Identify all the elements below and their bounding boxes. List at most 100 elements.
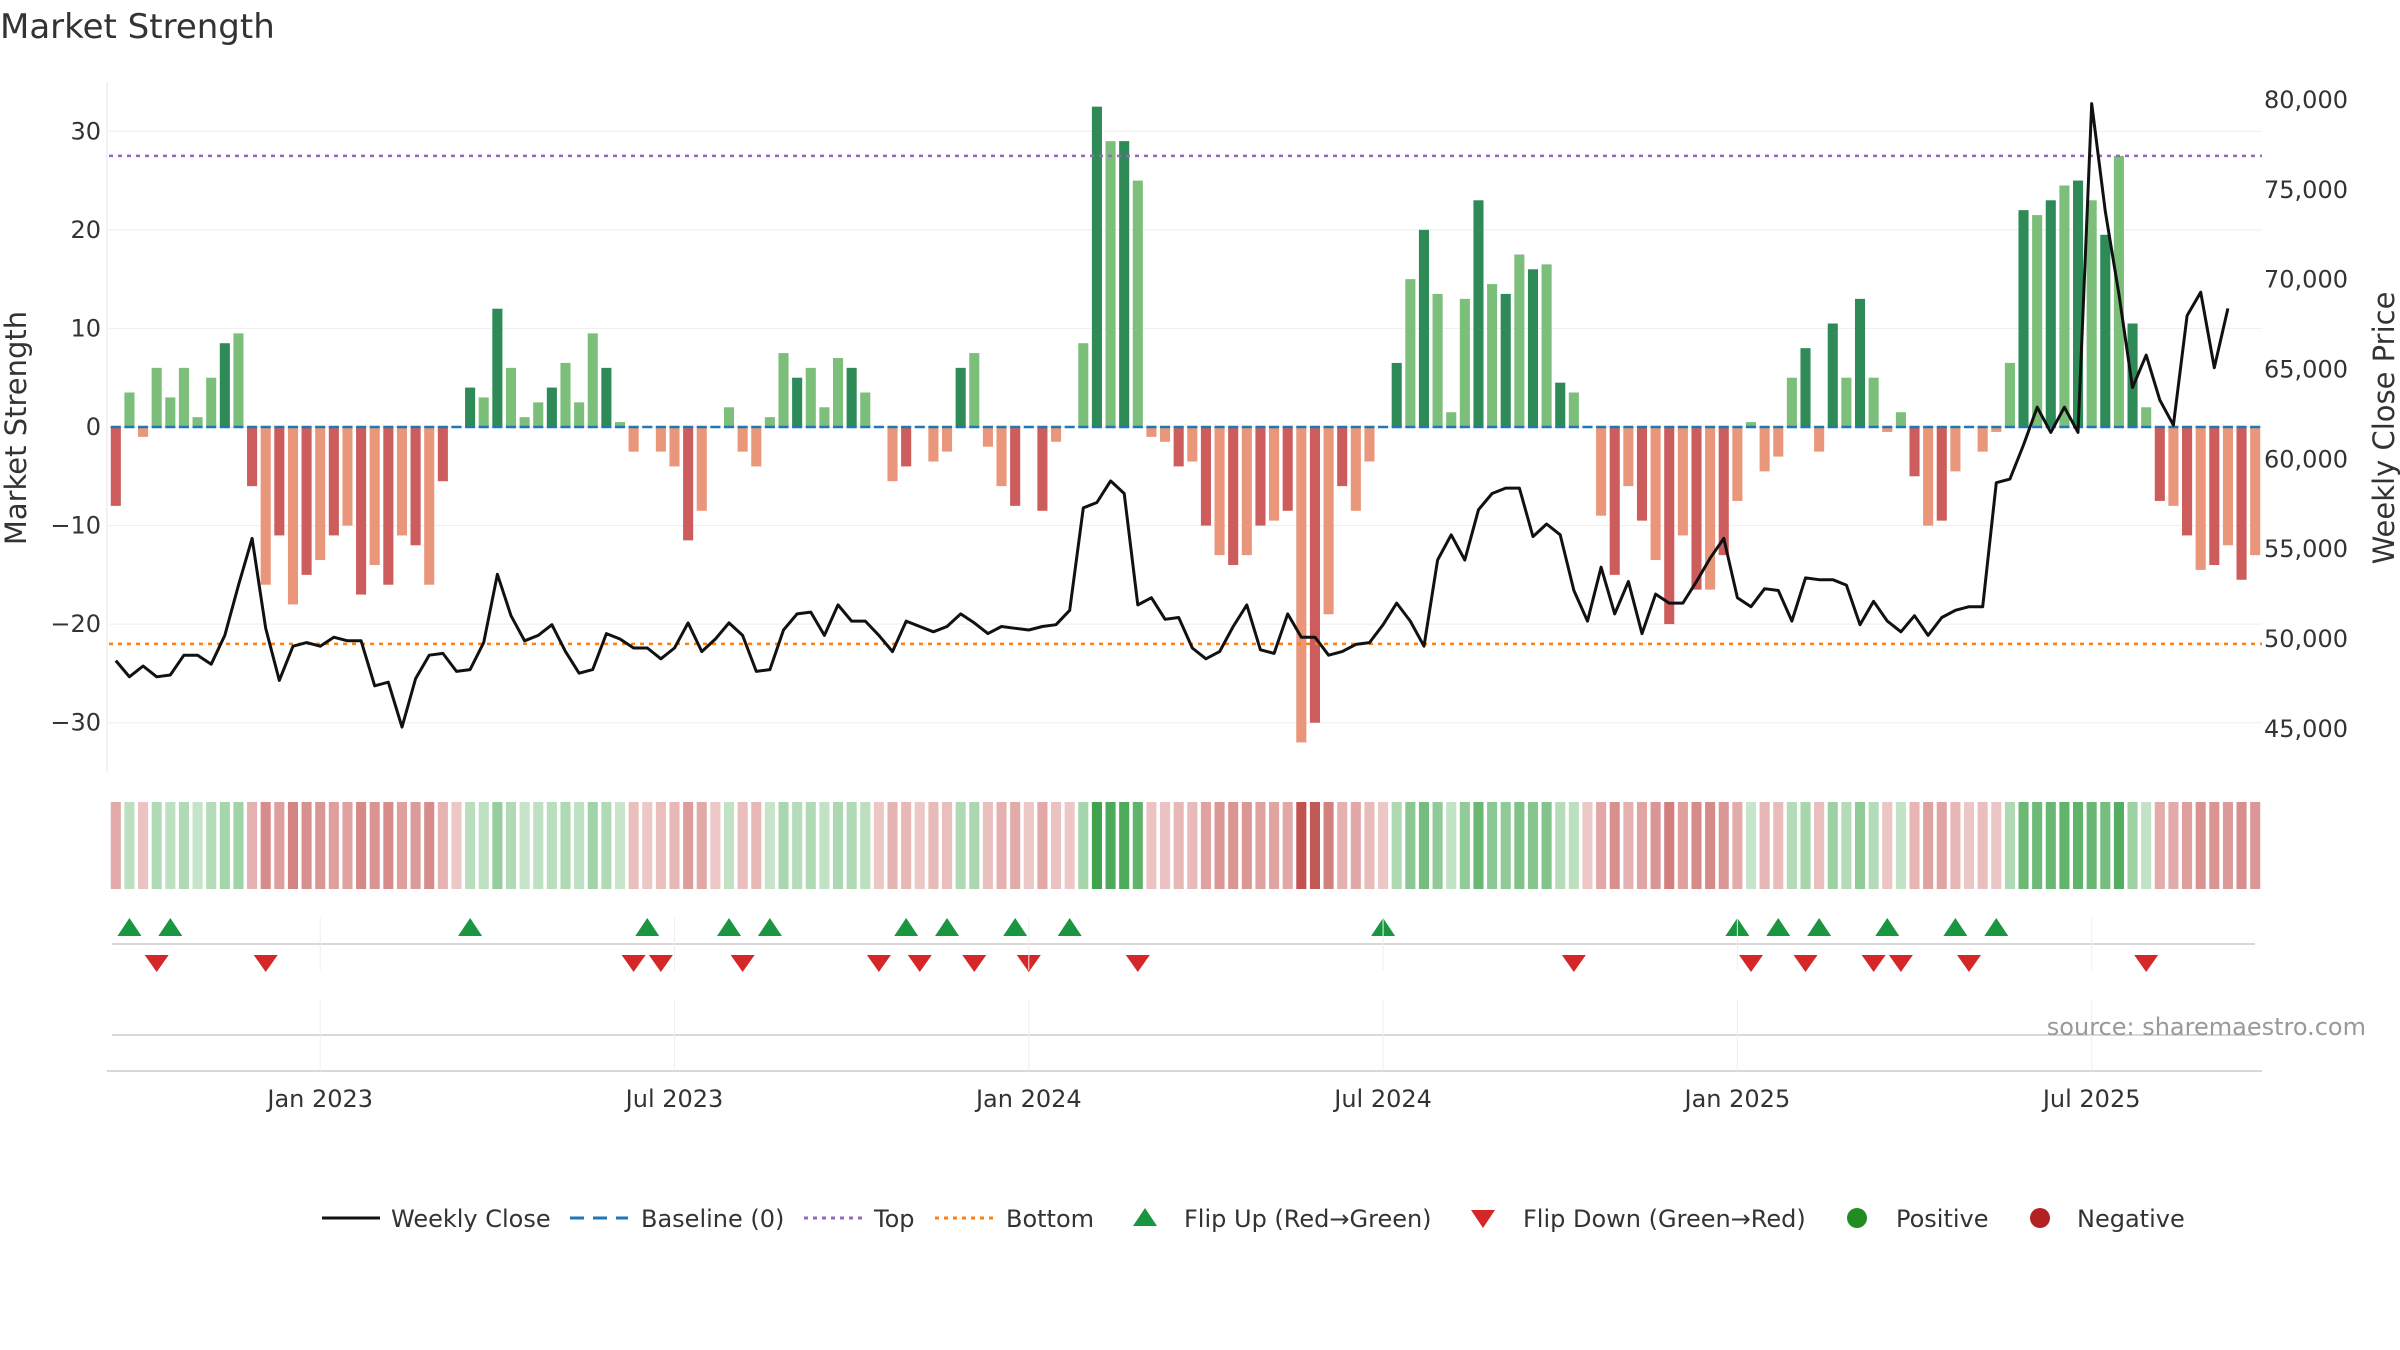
flip-up-marker (117, 918, 142, 936)
strip-cell (1664, 802, 1675, 889)
x-tick-label: Jul 2023 (624, 1085, 724, 1113)
strip-cell (233, 802, 244, 889)
strength-bar (2195, 427, 2206, 570)
strength-bar (478, 397, 489, 427)
strength-bar (1078, 343, 1089, 427)
strip-cell (478, 802, 489, 889)
x-tick-label: Jan 2025 (1683, 1085, 1791, 1113)
strength-bar (505, 367, 517, 427)
y2-axis-label: Weekly Close Price (2367, 292, 2400, 565)
strength-bar (356, 427, 367, 595)
strip-cell (424, 802, 435, 889)
strip-cell (601, 802, 612, 889)
strength-bar (301, 427, 312, 575)
strip-cell (2127, 802, 2138, 889)
strip-cell (669, 802, 680, 889)
source-note: source: sharemaestro.com (2047, 1013, 2366, 1041)
flip-up-marker (894, 918, 919, 936)
strength-bar (2222, 427, 2233, 546)
strip-cell (1269, 802, 1280, 889)
strength-bar (1051, 427, 1062, 442)
strength-bar (1446, 412, 1457, 427)
strength-bar (1010, 427, 1021, 506)
strip-cell (287, 802, 299, 889)
legend-flip-down-icon (1471, 1210, 1495, 1228)
strength-bar (1609, 427, 1620, 575)
strip-cell (451, 802, 462, 889)
strip-cell (860, 802, 871, 889)
strength-bar (723, 407, 735, 427)
strip-cell (846, 802, 857, 889)
strength-bar (628, 427, 639, 452)
flip-down-marker (1561, 955, 1586, 972)
right-axis-ticks: 80,000 75,000 70,000 65,000 60,000 55,000 50,0… (2264, 86, 2348, 743)
strip-cell (546, 802, 557, 889)
strength-bar (1895, 412, 1906, 427)
strength-bar (2072, 180, 2084, 427)
flip-down-marker (866, 955, 891, 972)
strip-cell (1105, 802, 1116, 889)
strip-cell (2032, 802, 2043, 889)
strip-cell (2168, 802, 2179, 889)
strength-bar (546, 387, 557, 427)
strip-cell (1705, 802, 1716, 889)
strip-cell (1882, 802, 1893, 889)
strength-bar (601, 367, 612, 427)
strength-bar (2168, 427, 2179, 506)
strength-bar (492, 308, 503, 427)
strength-bar (792, 377, 803, 427)
strength-bar (2059, 185, 2070, 427)
strip-cell (1459, 802, 1470, 889)
strip-cell (1214, 802, 1225, 889)
strip-cell (465, 802, 476, 889)
strength-bar (1950, 427, 1961, 472)
strength-bar (1500, 293, 1511, 427)
strength-bars (110, 106, 2261, 743)
strength-bar (1868, 377, 1879, 427)
strip-cell (2059, 802, 2070, 889)
strength-bar (2086, 200, 2097, 427)
strength-bar (655, 427, 666, 452)
strip-cell (342, 802, 353, 889)
flip-down-marker (1125, 955, 1150, 972)
strength-bar (1909, 427, 1920, 477)
strip-cell (2045, 802, 2056, 889)
strip-cell (1064, 802, 1075, 889)
strength-bar (1596, 427, 1607, 516)
strength-bar (2045, 200, 2056, 427)
strength-bar (124, 392, 135, 427)
y-tick-label: 30 (70, 117, 101, 145)
strip-cell (914, 802, 925, 889)
y-tick-label: −20 (50, 610, 101, 638)
strength-bar (1459, 298, 1470, 427)
strength-bar (955, 367, 966, 427)
strip-cell (1623, 802, 1634, 889)
flip-down-marker (907, 955, 932, 972)
strength-bar (1269, 427, 1280, 521)
strength-bar (751, 427, 762, 467)
strip-cell (1923, 802, 1934, 889)
strength-bar (1854, 298, 1866, 427)
strip-cell (819, 802, 830, 889)
strength-bar (396, 427, 408, 536)
strength-bar (1487, 284, 1498, 427)
strip-cell (1950, 802, 1961, 889)
strength-bar (1282, 427, 1293, 511)
strip-cell (1991, 802, 2002, 889)
strip-cell (2018, 802, 2029, 889)
strip-cell (1160, 802, 1171, 889)
flip-up-marker (1984, 918, 2009, 936)
strength-bar (1432, 293, 1443, 427)
strip-cell (614, 802, 626, 889)
strip-cell (696, 802, 707, 889)
strip-cell (369, 802, 380, 889)
strip-cell (2209, 802, 2220, 889)
strip-cell (2195, 802, 2206, 889)
strip-cell (1173, 802, 1184, 889)
strength-bar (1650, 427, 1661, 561)
strip-cell (533, 802, 544, 889)
strip-cell (778, 802, 789, 889)
strip-cell (1786, 802, 1797, 889)
strength-bar (1732, 427, 1743, 501)
strength-bar (901, 427, 912, 467)
